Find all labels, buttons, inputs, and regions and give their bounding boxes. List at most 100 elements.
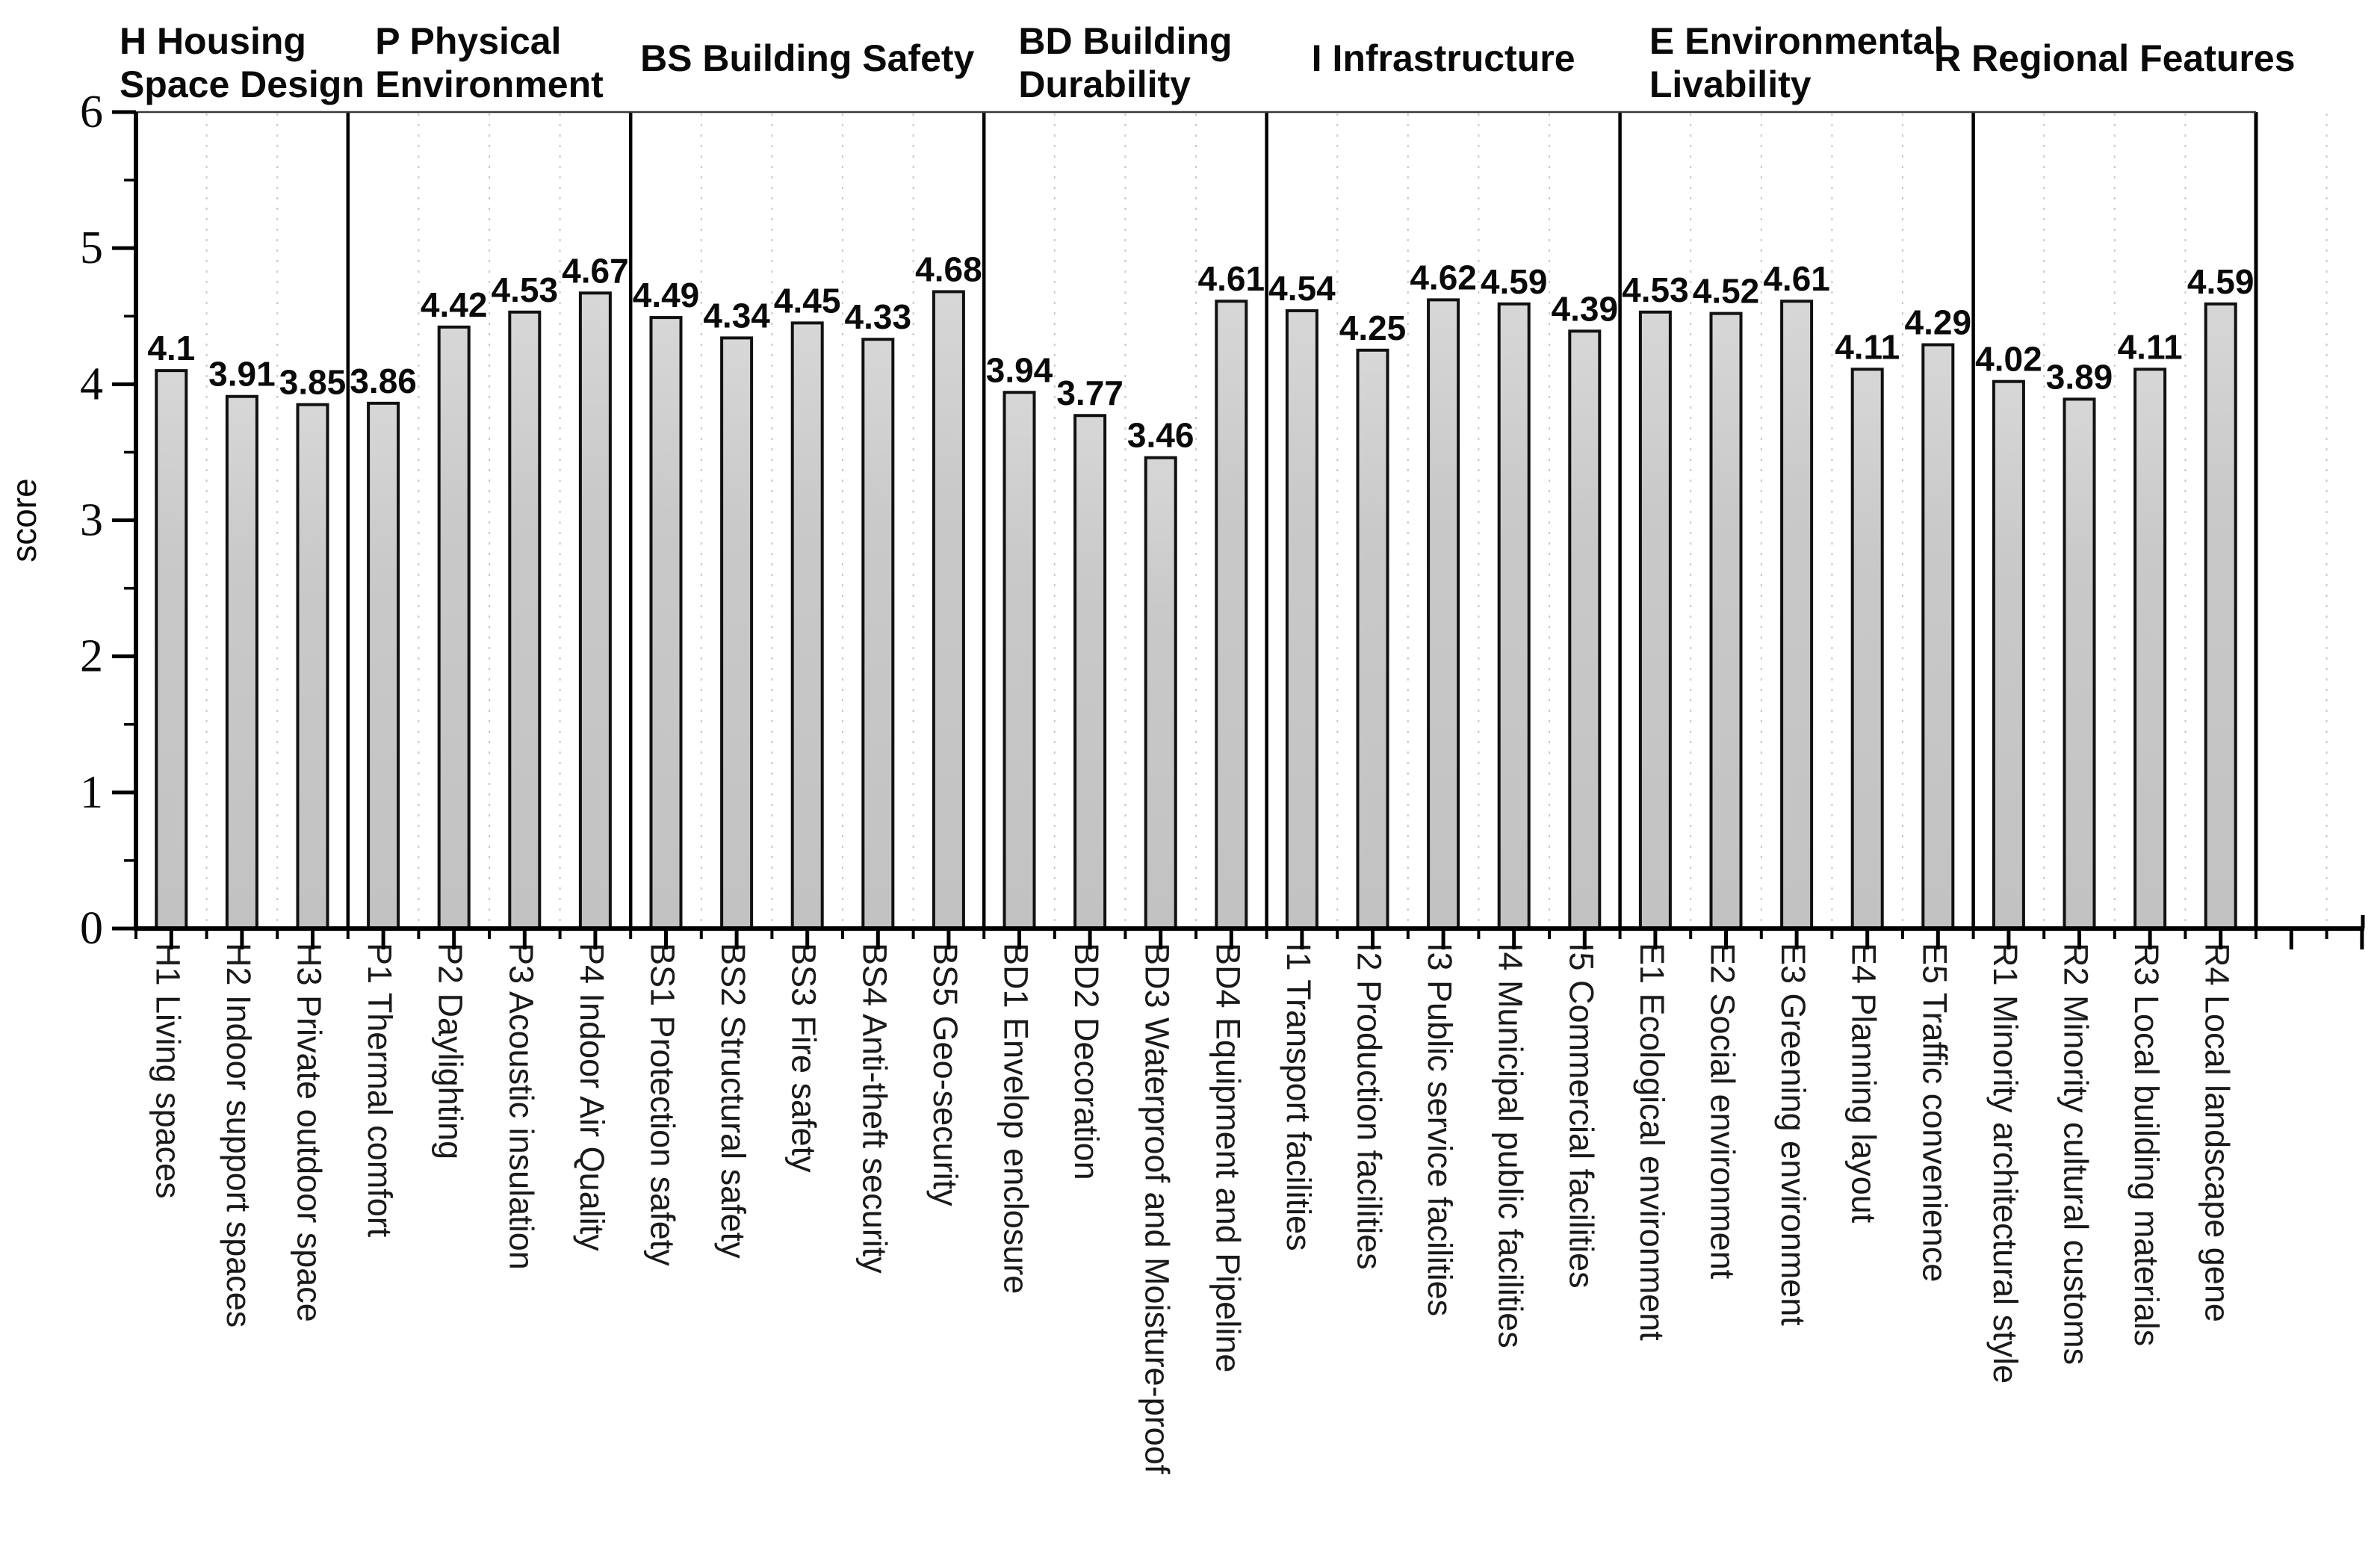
- bar-value-I2: 4.25: [1339, 309, 1407, 347]
- category-label-E4: E4 Planning layout: [1845, 943, 1883, 1224]
- y-axis-title: score: [4, 478, 43, 562]
- bar-value-BD4: 4.61: [1198, 259, 1265, 298]
- bar-value-H3: 3.85: [279, 363, 347, 402]
- bar-value-R3: 4.11: [2118, 327, 2183, 366]
- bar-R4: [2204, 302, 2237, 931]
- category-label-H3: H3 Private outdoor space: [291, 943, 329, 1322]
- bar-I2: [1356, 348, 1389, 930]
- category-label-I1: I1 Transport facilities: [1280, 943, 1318, 1251]
- group-header-3-line2: Durability: [1018, 63, 1191, 105]
- bar-E5: [1921, 343, 1955, 930]
- category-label-H1: H1 Living spaces: [149, 943, 187, 1199]
- bar-value-H2: 3.91: [208, 355, 276, 394]
- category-label-R3: R3 Local building materials: [2128, 943, 2166, 1346]
- group-header-6-line1: R Regional Features: [1934, 37, 2295, 79]
- y-tick-label-5: 5: [80, 223, 103, 273]
- bar-R3: [2133, 368, 2167, 931]
- category-label-H2: H2 Indoor support spaces: [220, 943, 258, 1327]
- category-label-BD1: BD1 Envelop enclosure: [997, 943, 1035, 1294]
- bar-value-P2: 4.42: [421, 285, 488, 324]
- bar-value-I3: 4.62: [1410, 258, 1477, 297]
- bar-BS3: [790, 321, 824, 930]
- bar-BS1: [649, 316, 683, 930]
- bar-E1: [1638, 310, 1672, 931]
- bar-value-E4: 4.11: [1835, 327, 1900, 366]
- bar-value-BD2: 3.77: [1056, 374, 1124, 412]
- bar-P1: [367, 401, 400, 930]
- category-label-BS4: BS4 Anti-theft security: [855, 943, 893, 1274]
- bar-H2: [225, 394, 258, 930]
- group-header-0-line1: H Housing: [120, 20, 306, 62]
- bar-value-I1: 4.54: [1268, 269, 1336, 308]
- bar-value-P4: 4.67: [562, 251, 629, 290]
- y-tick-label-1: 1: [80, 767, 103, 818]
- bar-value-R2: 3.89: [2046, 357, 2113, 396]
- y-tick-label-2: 2: [80, 631, 103, 682]
- category-label-P3: P3 Acoustic insulation: [502, 943, 540, 1270]
- bar-value-P3: 4.53: [492, 270, 559, 309]
- bar-value-BS3: 4.45: [774, 281, 841, 320]
- category-label-I5: I5 Commercial facilities: [1562, 943, 1600, 1289]
- category-label-I4: I4 Municipal public facilities: [1492, 943, 1530, 1348]
- bar-value-H1: 4.1: [147, 329, 195, 368]
- category-label-BD2: BD2 Decoration: [1067, 943, 1106, 1180]
- group-header-2-line1: BS Building Safety: [640, 37, 974, 79]
- bar-value-E2: 4.52: [1693, 272, 1760, 311]
- bar-value-R1: 4.02: [1975, 340, 2042, 379]
- bar-value-I4: 4.59: [1481, 262, 1548, 301]
- group-header-4-line1: I Infrastructure: [1312, 37, 1575, 79]
- bar-E2: [1709, 312, 1743, 930]
- bar-BD2: [1073, 414, 1107, 930]
- group-header-0-line2: Space Design: [120, 63, 365, 105]
- bar-value-P1: 3.86: [350, 362, 417, 400]
- bar-I5: [1568, 329, 1602, 930]
- bar-P2: [437, 325, 471, 931]
- bar-E3: [1780, 300, 1814, 930]
- bar-value-BS1: 4.49: [633, 276, 700, 314]
- category-label-P1: P1 Thermal comfort: [361, 943, 399, 1238]
- group-header-3-line1: BD Building: [1018, 20, 1232, 62]
- bar-H1: [155, 369, 188, 931]
- category-label-BS5: BS5 Geo-security: [926, 943, 964, 1206]
- bar-P4: [578, 291, 612, 930]
- bar-value-BD3: 3.46: [1127, 416, 1194, 455]
- category-label-R2: R2 Minority cultural customs: [2057, 943, 2095, 1365]
- category-label-E3: E3 Greening environment: [1774, 943, 1812, 1326]
- category-label-P2: P2 Daylighting: [432, 943, 470, 1159]
- bar-E4: [1850, 368, 1884, 931]
- group-header-5-line2: Livability: [1649, 63, 1812, 105]
- bar-value-E1: 4.53: [1622, 270, 1689, 309]
- bar-BS4: [861, 338, 895, 930]
- category-label-R4: R4 Local landscape gene: [2198, 943, 2237, 1322]
- category-label-BS3: BS3 Fire safety: [785, 943, 823, 1173]
- bar-BD1: [1002, 391, 1036, 930]
- y-tick-label-0: 0: [80, 903, 103, 954]
- bar-value-BS2: 4.34: [703, 296, 770, 335]
- group-header-1-line1: P Physical: [375, 20, 561, 62]
- group-header-5-line1: E Environmental: [1649, 20, 1944, 62]
- category-label-E2: E2 Social environment: [1704, 943, 1742, 1280]
- category-label-BD3: BD3 Waterproof and Moisture-proof: [1138, 943, 1177, 1475]
- bar-R1: [1992, 379, 2025, 930]
- bar-BD3: [1144, 456, 1177, 930]
- bar-value-E3: 4.61: [1763, 259, 1830, 298]
- bar-I1: [1285, 309, 1318, 931]
- group-header-1-line2: Environment: [375, 63, 604, 105]
- bar-value-R4: 4.59: [2187, 262, 2255, 301]
- category-label-R1: R1 Minority architectural style: [1986, 943, 2024, 1383]
- bar-value-I5: 4.39: [1552, 289, 1619, 328]
- category-label-BS2: BS2 Structural safety: [714, 943, 752, 1259]
- category-label-P4: P4 Indoor Air Quality: [573, 943, 611, 1251]
- bar-I4: [1497, 302, 1531, 931]
- bar-BD4: [1215, 300, 1248, 930]
- y-tick-label-4: 4: [80, 359, 103, 409]
- bar-BS5: [932, 290, 965, 930]
- bar-BS2: [720, 336, 754, 930]
- bar-value-E5: 4.29: [1905, 303, 1972, 342]
- y-tick-label-3: 3: [80, 495, 103, 546]
- bar-P3: [508, 310, 542, 931]
- bar-H3: [296, 403, 329, 930]
- bar-value-BS5: 4.68: [915, 250, 982, 288]
